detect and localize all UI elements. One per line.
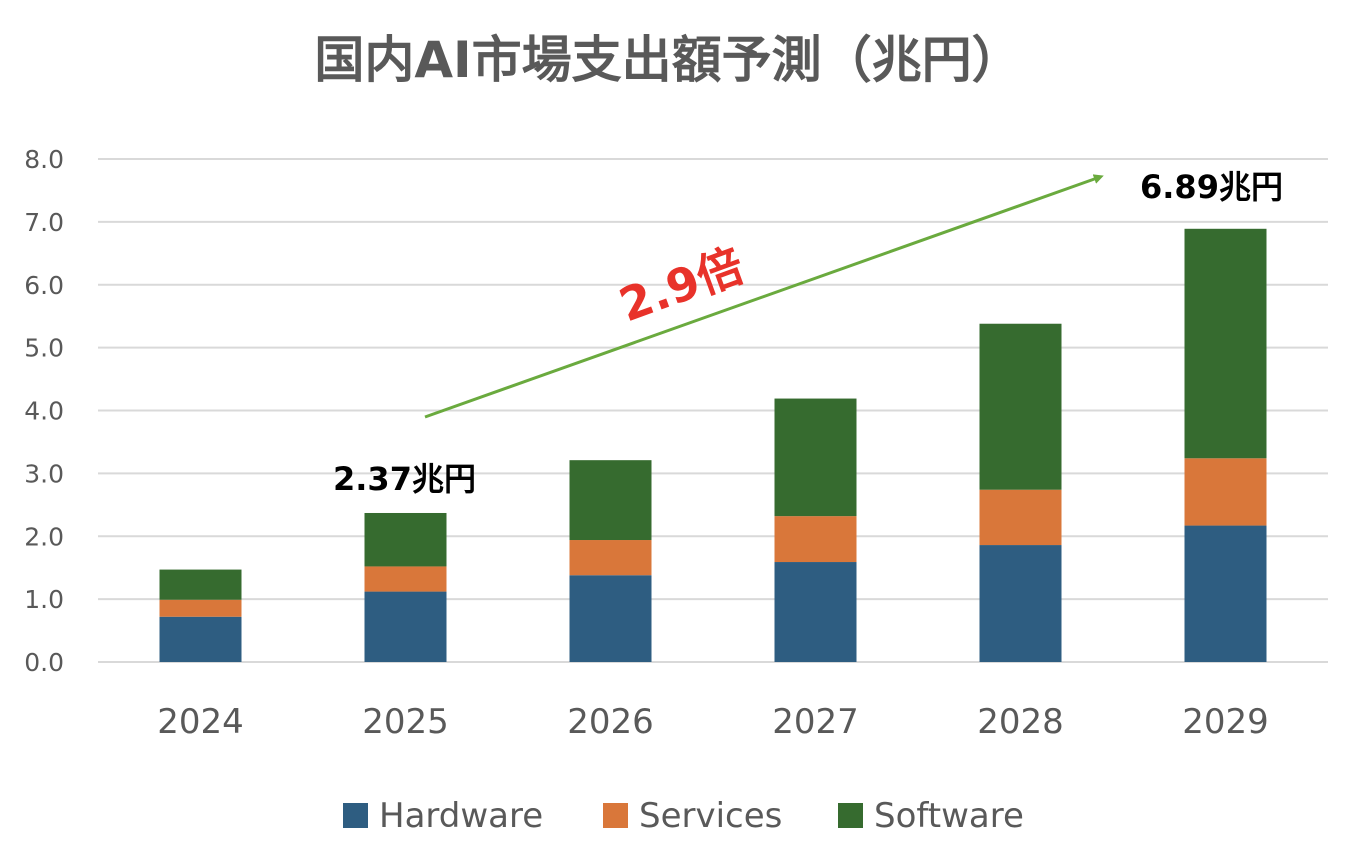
y-tick-label-8: 8.0 [24,145,64,174]
x-axis-ticks: 2024 2025 2026 2027 2028 2029 [157,702,1269,742]
legend-label-services: Services [639,796,782,836]
bar-services-2025 [364,566,447,592]
bar-services-2027 [774,516,857,563]
annotation-total-2029: 6.89兆円 [1140,168,1283,206]
legend-swatch-services [603,803,628,828]
x-tick-label-2028: 2028 [977,702,1064,742]
y-tick-label-5: 5.0 [24,334,64,363]
gridlines [98,158,1328,663]
y-tick-label-0: 0.0 [24,648,64,677]
y-tick-label-6: 6.0 [24,271,64,300]
bar-software-2027 [774,398,857,517]
bar-software-2025 [364,512,447,567]
y-tick-label-1: 1.0 [24,585,64,614]
bar-hardware-2028 [979,545,1062,662]
bar-hardware-2026 [569,575,652,662]
y-tick-label-2: 2.0 [24,522,64,551]
growth-arrow [424,174,1104,419]
bar-services-2028 [979,489,1062,546]
legend: Hardware Services Software [343,796,1024,836]
legend-swatch-software [838,803,863,828]
bar-services-2026 [569,540,652,576]
bar-software-2024 [159,569,242,600]
bar-services-2024 [159,599,242,617]
bar-hardware-2029 [1184,525,1267,662]
bars [159,228,1267,662]
annotation-total-2025: 2.37兆円 [333,460,476,498]
x-tick-label-2027: 2027 [772,702,859,742]
legend-swatch-hardware [343,803,368,828]
bar-software-2026 [569,460,652,541]
y-tick-label-3: 3.0 [24,459,64,488]
legend-label-software: Software [874,796,1024,836]
x-tick-label-2024: 2024 [157,702,244,742]
legend-label-hardware: Hardware [379,796,543,836]
chart-title: 国内AI市場支出額予測（兆円） [314,31,1021,89]
bar-hardware-2024 [159,616,242,662]
y-tick-label-7: 7.0 [24,208,64,237]
x-tick-label-2029: 2029 [1182,702,1269,742]
annotation-growth-multiplier: 2.9倍 [612,238,750,332]
y-tick-label-4: 4.0 [24,397,64,426]
bar-software-2028 [979,323,1062,490]
bar-hardware-2025 [364,591,447,662]
x-tick-label-2026: 2026 [567,702,654,742]
bar-services-2029 [1184,458,1267,526]
y-axis-ticks: 0.0 1.0 2.0 3.0 4.0 5.0 6.0 7.0 8.0 [24,145,64,677]
bar-hardware-2027 [774,562,857,662]
x-tick-label-2025: 2025 [362,702,449,742]
bar-software-2029 [1184,228,1267,459]
